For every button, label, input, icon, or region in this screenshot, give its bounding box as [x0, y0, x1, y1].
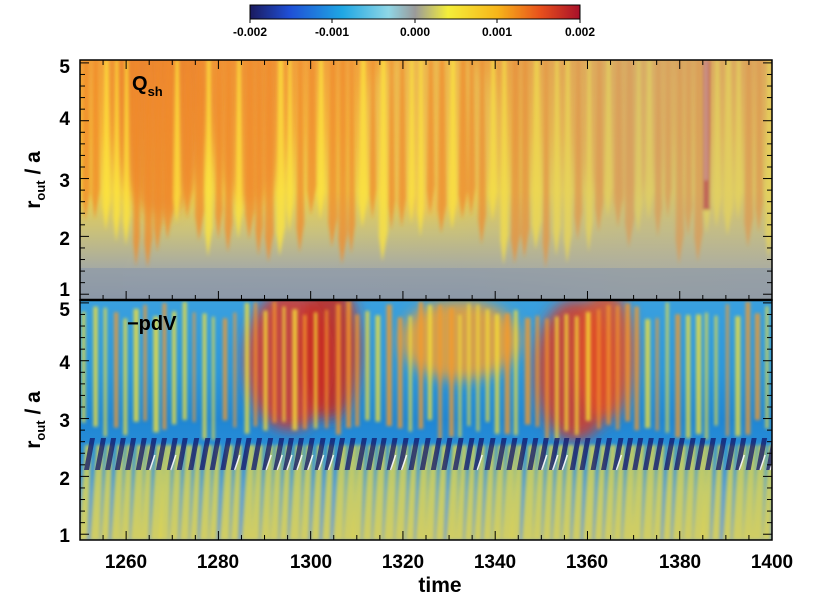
bottom-y-axis-title: rout / a — [22, 391, 48, 449]
x-tick-label: 1400 — [751, 552, 793, 573]
top-y-tick-label: 4 — [59, 109, 70, 130]
x-tick-label: 1260 — [105, 552, 147, 573]
axis-ticks — [79, 60, 773, 540]
bottom-y-tick-label: 1 — [59, 526, 70, 547]
colorbar-tick-label: -0.001 — [315, 25, 349, 39]
top-panel-label: Qsh — [132, 73, 163, 99]
x-axis-title: time — [418, 574, 461, 597]
x-tick-label: 1380 — [659, 552, 701, 573]
bottom-y-tick-label: 3 — [59, 411, 70, 432]
colorbar-tick-label: -0.002 — [233, 25, 267, 39]
x-tick-label: 1320 — [382, 552, 424, 573]
colorbar-tick-label: 0.001 — [482, 25, 512, 39]
colorbar-tick-label: 0.000 — [400, 25, 430, 39]
top-y-axis-title: rout / a — [22, 151, 48, 209]
top-y-tick-label: 5 — [59, 57, 70, 78]
colorbar-gradient — [249, 4, 581, 20]
bottom-panel-heatmap — [80, 300, 772, 540]
top-y-tick-label: 2 — [59, 229, 70, 250]
colorbar: -0.002 -0.001 0.000 0.001 0.002 — [233, 4, 595, 39]
colorbar-tick-label: 0.002 — [565, 25, 595, 39]
bottom-y-tick-label: 4 — [59, 353, 70, 374]
bottom-y-tick-label: 2 — [59, 469, 70, 490]
bottom-y-tick-label: 5 — [59, 300, 70, 321]
x-tick-label: 1280 — [197, 552, 239, 573]
top-y-tick-label: 1 — [59, 280, 70, 301]
x-tick-label: 1300 — [290, 552, 332, 573]
x-tick-label: 1360 — [566, 552, 608, 573]
top-y-tick-label: 3 — [59, 171, 70, 192]
top-panel-heatmap — [80, 60, 772, 300]
bottom-panel-label: −pdV — [127, 313, 177, 335]
x-tick-label: 1340 — [474, 552, 516, 573]
